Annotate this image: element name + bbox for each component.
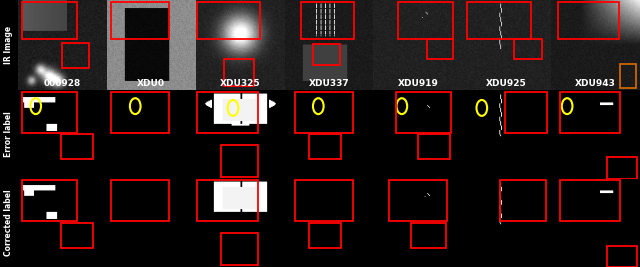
Text: XDU337: XDU337 xyxy=(308,80,349,88)
Bar xyxy=(467,2,531,39)
Bar xyxy=(398,2,453,39)
Bar xyxy=(560,180,620,221)
Bar xyxy=(221,233,258,265)
Bar xyxy=(396,92,451,133)
Text: XDU943: XDU943 xyxy=(575,80,616,88)
Bar xyxy=(411,223,446,248)
Text: 000928: 000928 xyxy=(44,80,81,88)
Bar xyxy=(22,92,77,133)
Bar xyxy=(313,44,340,65)
Bar xyxy=(197,92,258,133)
Bar xyxy=(558,2,619,39)
Bar xyxy=(61,134,93,159)
Bar xyxy=(560,92,620,133)
Text: XDU325: XDU325 xyxy=(220,80,260,88)
Text: XDU0: XDU0 xyxy=(137,80,165,88)
Bar xyxy=(620,64,636,88)
Bar xyxy=(111,2,169,39)
Bar xyxy=(295,180,353,221)
Bar xyxy=(111,180,169,221)
Bar xyxy=(505,92,547,133)
Text: XDU919: XDU919 xyxy=(397,80,438,88)
Bar xyxy=(418,134,450,159)
Bar xyxy=(197,180,258,221)
Text: Corrected label: Corrected label xyxy=(4,190,13,256)
Bar xyxy=(607,158,637,179)
Bar xyxy=(62,43,89,68)
Text: Error label: Error label xyxy=(4,112,13,157)
Bar xyxy=(22,180,77,221)
Bar xyxy=(389,180,447,221)
Bar xyxy=(514,39,542,59)
Bar xyxy=(500,180,546,221)
Bar xyxy=(309,223,341,248)
Bar xyxy=(224,59,254,86)
Bar xyxy=(309,134,341,159)
Bar xyxy=(111,92,169,133)
Bar xyxy=(197,2,260,39)
Bar xyxy=(221,145,258,177)
Bar xyxy=(301,2,354,39)
Bar xyxy=(22,2,77,39)
Bar xyxy=(61,223,93,248)
Bar xyxy=(427,39,453,59)
Bar xyxy=(295,92,353,133)
Text: XDU925: XDU925 xyxy=(486,80,527,88)
Text: IR Image: IR Image xyxy=(4,26,13,64)
Bar xyxy=(607,246,637,267)
